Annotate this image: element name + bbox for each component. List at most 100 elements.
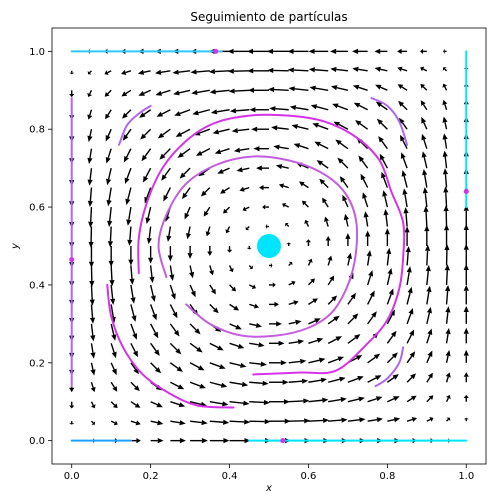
field-arrow: [463, 243, 469, 266]
field-arrow: [161, 167, 171, 181]
field-arrow: [247, 48, 269, 54]
field-arrow: [406, 395, 417, 403]
field-arrow: [148, 246, 154, 264]
field-arrow: [150, 323, 159, 339]
field-arrow: [443, 186, 449, 208]
field-arrow: [227, 68, 250, 74]
field-arrow: [203, 206, 211, 217]
field-arrow: [367, 311, 377, 325]
field-arrow: [421, 151, 428, 169]
field-arrow: [406, 307, 414, 325]
trajectory-line: [370, 97, 409, 146]
field-arrow: [288, 319, 302, 325]
field-arrow: [217, 167, 230, 174]
field-arrow: [249, 107, 269, 113]
field-arrow: [328, 376, 346, 383]
field-arrow: [367, 417, 384, 423]
field-arrow: [426, 395, 434, 403]
field-arrow: [173, 89, 191, 96]
field-arrow: [386, 288, 394, 305]
field-arrow: [225, 226, 231, 234]
field-arrow: [426, 328, 433, 344]
field-arrow: [442, 67, 448, 72]
field-arrow: [426, 285, 432, 305]
field-arrow: [88, 226, 94, 248]
field-arrow: [287, 48, 309, 54]
field-arrow: [288, 261, 293, 266]
field-arrow: [293, 143, 309, 150]
field-arrow: [463, 284, 469, 305]
field-arrow: [305, 239, 312, 246]
field-arrow: [88, 246, 95, 268]
field-arrow: [190, 438, 208, 444]
field-arrow: [229, 438, 251, 444]
field-arrow: [139, 109, 152, 118]
field-arrow: [189, 265, 195, 279]
field-arrow: [282, 202, 290, 208]
field-arrow: [424, 244, 431, 266]
field-arrow: [327, 255, 333, 266]
y-axis-label: y: [10, 242, 21, 250]
field-arrow: [90, 362, 96, 376]
field-arrow: [229, 284, 237, 292]
field-arrow: [126, 206, 132, 226]
field-arrow: [463, 327, 469, 344]
field-arrow: [229, 362, 247, 368]
field-arrow: [406, 266, 412, 286]
field-arrow: [330, 48, 348, 54]
field-arrow: [328, 417, 348, 423]
field-arrow: [347, 376, 364, 383]
field-arrow: [288, 280, 296, 286]
field-arrow: [308, 298, 318, 305]
field-arrow: [169, 304, 178, 319]
field-arrow: [110, 420, 118, 426]
field-arrow: [186, 226, 192, 240]
field-arrow: [366, 250, 372, 266]
field-arrow: [209, 265, 214, 276]
trajectory-line: [374, 346, 405, 388]
field-arrow: [322, 197, 329, 208]
field-arrow: [386, 247, 392, 266]
field-arrow: [327, 336, 343, 344]
field-arrow: [269, 301, 279, 307]
field-arrow: [205, 226, 211, 237]
field-arrow: [110, 343, 117, 359]
field-arrow: [343, 213, 349, 227]
field-arrow: [444, 244, 450, 266]
field-arrow: [332, 103, 349, 111]
x-tick-label: 0.4: [222, 471, 238, 482]
field-arrow: [155, 89, 171, 96]
field-arrow: [209, 89, 230, 95]
field-arrow: [249, 342, 265, 348]
field-arrow: [145, 206, 152, 224]
field-arrow: [121, 70, 132, 75]
field-arrow: [400, 134, 408, 149]
field-arrow: [150, 342, 160, 356]
field-arrow: [105, 128, 112, 142]
field-arrow: [189, 381, 206, 389]
field-arrow: [285, 222, 290, 228]
field-arrow: [463, 224, 469, 246]
field-arrow: [87, 109, 93, 120]
field-arrow: [189, 362, 205, 371]
trajectory-line: [137, 113, 406, 376]
field-arrow: [90, 382, 96, 393]
field-arrow: [107, 206, 113, 227]
field-arrow: [228, 88, 250, 94]
field-arrow: [187, 246, 193, 259]
field-arrow: [376, 118, 388, 130]
field-arrow: [209, 401, 229, 407]
field-arrow: [288, 398, 310, 404]
field-arrow: [214, 148, 230, 155]
field-arrow: [87, 89, 93, 98]
field-arrow: [189, 323, 201, 335]
field-arrow: [247, 68, 269, 74]
field-arrow: [228, 265, 234, 273]
field-arrow: [229, 323, 242, 330]
field-arrow: [443, 48, 447, 54]
field-arrow: [242, 206, 250, 212]
field-arrow: [404, 226, 410, 246]
field-arrow: [130, 304, 137, 322]
field-arrow: [189, 284, 196, 298]
field-arrow: [445, 350, 451, 363]
